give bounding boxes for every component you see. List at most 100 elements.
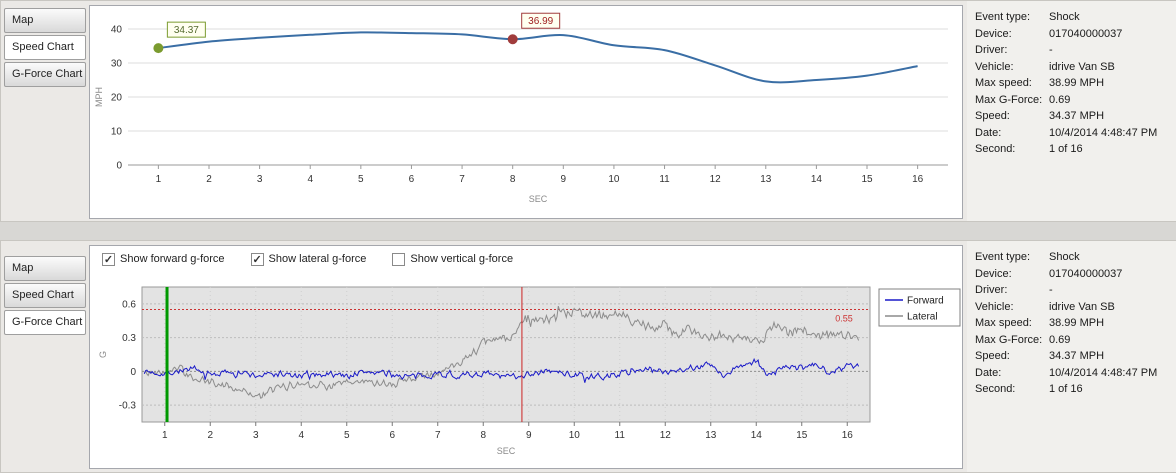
legend: Forward Lateral [878,288,961,327]
x-tick-label: 11 [659,174,670,185]
checkbox-label: Show forward g-force [120,253,225,265]
info-label: Vehicle: [975,300,1014,313]
info-value: 10/4/2014 4:48:47 PM [1049,366,1158,379]
info-value: 34.37 MPH [1049,110,1105,122]
x-tick-label: 3 [257,174,263,185]
y-tick-label: 0.3 [122,333,136,344]
y-tick-label: 30 [111,59,123,70]
annotation-label: 34.37 [174,25,199,36]
info-value: 38.99 MPH [1049,77,1105,89]
y-tick-label: 0.6 [122,299,136,310]
event-info-panel: Event type: Shock Device: 017040000037 Drive… [967,241,1176,472]
annotation-label: 36.99 [528,16,553,27]
checkbox-box[interactable] [392,252,406,266]
checkbox-show-vertical-g-force[interactable]: Show vertical g-force [392,252,513,266]
info-label: Max G-Force: [975,93,1043,106]
info-row-vehicle: Vehicle: idrive Van SB [975,299,1176,316]
x-tick-label: 8 [480,430,486,441]
speed-line [158,31,918,84]
info-value: Shock [1049,251,1080,263]
plot-area [141,286,871,423]
top-tab-g-force-chart[interactable]: G-Force Chart [4,62,86,87]
y-tick-label: 0 [116,161,122,172]
info-value: 1 of 16 [1049,143,1083,155]
gforce-chart[interactable]: 1 2 3 4 5 6 7 8 9 10 11 12 13 14 15 16-0.300.30.6SECG0.… [90,272,962,468]
info-label: Device: [975,267,1012,280]
x-tick-label: 7 [435,430,441,441]
x-tick-label: 16 [912,174,924,185]
x-axis-label: SEC [497,446,516,456]
info-row-date: Date: 10/4/2014 4:48:47 PM [975,365,1176,382]
info-label: Date: [975,366,1002,379]
info-label: Second: [975,383,1016,395]
info-label: Event type: [975,251,1031,263]
info-label: Max speed: [975,317,1032,329]
y-tick-label: 20 [111,93,123,104]
info-value: 017040000037 [1049,267,1123,280]
x-tick-label: 12 [660,430,672,441]
x-tick-label: 3 [253,430,259,441]
info-row-second: Second: 1 of 16 [975,141,1176,158]
info-row-event-type: Event type: Shock [975,9,1176,26]
x-tick-label: 16 [842,430,854,441]
info-value: 0.69 [1049,333,1071,346]
x-tick-label: 6 [409,174,415,185]
info-row-device: Device: 017040000037 [975,266,1176,283]
info-value: 0.69 [1049,93,1071,106]
x-tick-label: 13 [760,174,772,185]
lateral-series-line [143,306,860,399]
info-row-driver: Driver: - [975,42,1176,59]
speed-chart-box: 0 10 20 30 40 1 2 3 4 5 6 7 8 9 10 11 12 13 14 15 16 SEC MPH 34… [89,5,963,219]
info-value: 38.99 MPH [1049,317,1105,329]
info-label: Event type: [975,11,1031,23]
info-row-event-type: Event type: Shock [975,249,1176,266]
x-tick-label: 15 [861,174,873,185]
checkbox-box[interactable]: ✓ [250,252,264,266]
x-tick-label: 5 [344,430,350,441]
gforce-checkbox-row: ✓ Show forward g-force ✓ Show lateral g-for… [90,246,962,272]
top-tab-map[interactable]: Map [4,8,86,33]
checkbox-show-forward-g-force[interactable]: ✓ Show forward g-force [102,252,225,266]
x-tick-label: 4 [307,174,313,185]
info-row-driver: Driver: - [975,282,1176,299]
info-row-max-speed: Max speed: 38.99 MPH [975,75,1176,92]
x-tick-label: 14 [811,174,823,185]
info-label: Vehicle: [975,60,1014,73]
info-value: - [1049,44,1053,56]
x-tick-label: 10 [569,430,581,441]
annotation-marker[interactable] [507,34,518,45]
y-tick-label: 10 [111,127,123,138]
speed-chart-panel: Map Speed Chart G-Force Chart 0 10 20 30 40 1 2 3… [0,0,1176,222]
y-tick-label: 40 [111,25,123,36]
info-row-max-speed: Max speed: 38.99 MPH [975,315,1176,332]
info-label: Driver: [975,44,1008,56]
y-tick-label: -0.3 [119,401,137,412]
bottom-tab-g-force-chart[interactable]: G-Force Chart [4,310,86,335]
info-value: - [1049,284,1053,296]
checkbox-box[interactable]: ✓ [102,252,115,266]
x-tick-label: 4 [298,430,304,441]
event-info-panel: Event type: Shock Device: 017040000037 Drive… [967,1,1176,221]
checkbox-show-lateral-g-force[interactable]: ✓ Show lateral g-force [250,252,366,266]
info-value: idrive Van SB [1049,300,1115,313]
legend-label-lateral: Lateral [907,312,938,323]
x-tick-label: 8 [510,174,516,185]
info-label: Max speed: [975,77,1032,89]
threshold-label: 0.55 [835,314,853,324]
bottom-tab-map[interactable]: Map [4,256,86,281]
bottom-tab-speed-chart[interactable]: Speed Chart [4,283,86,308]
info-value: 34.37 MPH [1049,350,1105,362]
annotation-marker[interactable] [153,43,164,54]
info-label: Date: [975,126,1002,139]
x-tick-label: 1 [162,430,168,441]
x-tick-label: 6 [389,430,395,441]
x-tick-label: 7 [459,174,465,185]
x-tick-label: 13 [705,430,717,441]
info-label: Device: [975,27,1012,40]
x-tick-label: 9 [561,174,567,185]
annotation-box [166,21,206,38]
x-tick-label: 2 [206,174,212,185]
top-tab-speed-chart[interactable]: Speed Chart [4,35,86,60]
info-label: Second: [975,143,1016,155]
